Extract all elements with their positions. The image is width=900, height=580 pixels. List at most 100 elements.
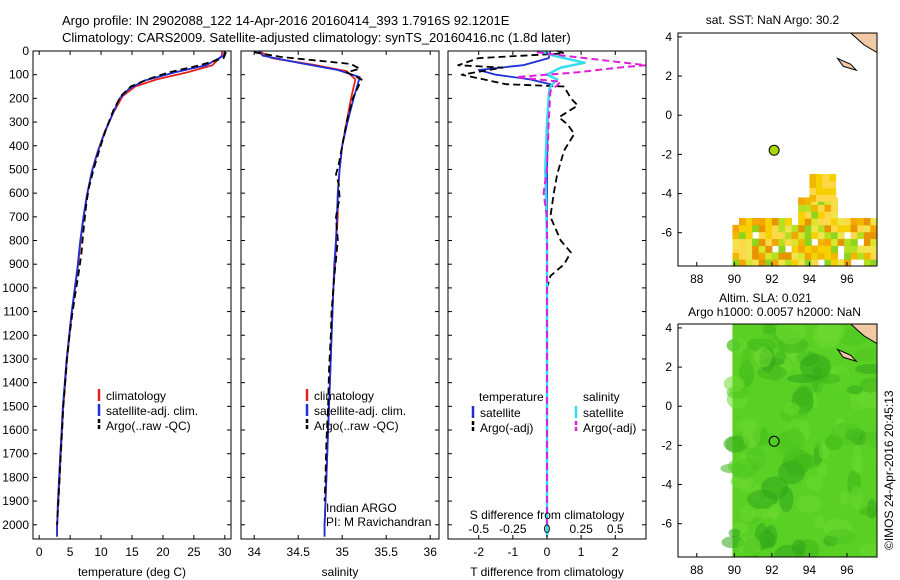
sst-cell — [815, 187, 824, 196]
sla-patch — [866, 461, 877, 478]
sst-cell — [739, 245, 747, 253]
sla-patch — [816, 461, 828, 479]
sst-cell — [811, 211, 819, 219]
sst-cell — [798, 211, 806, 219]
sst-cell — [811, 245, 819, 253]
sst-cell — [785, 252, 793, 260]
sst-cell — [745, 245, 753, 253]
sla-patch — [796, 495, 823, 514]
sst-cell — [739, 218, 747, 226]
sst_map-xtick-label: 90 — [728, 272, 742, 286]
sst-cell — [877, 232, 884, 239]
sst-cell — [745, 259, 753, 266]
sst-cell — [804, 252, 812, 260]
sst-cell — [837, 218, 845, 226]
sst-map-title: sat. SST: NaN Argo: 30.2 — [706, 13, 840, 27]
sst-cell — [870, 245, 877, 253]
sla-patch — [756, 533, 772, 543]
depth-tick-label: 400 — [9, 139, 29, 153]
sst_map-ytick-label: -4 — [661, 187, 672, 201]
sst-cell — [745, 231, 753, 240]
diff-legend-title-temperature: temperature — [479, 390, 544, 404]
sst-cell — [732, 252, 740, 260]
sst-cell — [732, 245, 740, 253]
sla-patch — [806, 475, 824, 492]
sst-cell — [785, 231, 793, 240]
sst-cell — [771, 259, 779, 266]
sst-cell — [791, 231, 799, 240]
sst-cell — [791, 252, 799, 260]
sst-cell — [804, 218, 812, 226]
sst-cell — [778, 218, 786, 226]
sst-cell — [822, 173, 830, 182]
sla-patch — [854, 348, 877, 362]
figure-title-line1: Argo profile: IN 2902088_122 14-Apr-2016… — [62, 13, 510, 28]
sst-cell — [785, 224, 793, 233]
sla_map-ytick-label: 2 — [665, 360, 672, 374]
sst-cell — [877, 259, 884, 266]
sla-patch — [852, 458, 863, 474]
sst-cell — [824, 211, 832, 219]
sst-cell — [863, 224, 871, 233]
depth-tick-label: 1500 — [2, 399, 29, 413]
sst-cell — [877, 218, 884, 225]
sst-cell — [870, 259, 877, 266]
depth-tick-label: 2000 — [2, 518, 29, 532]
sst-cell — [765, 252, 773, 260]
sst-cell — [837, 224, 845, 233]
sla-patch — [818, 443, 830, 459]
figure-title-line2: Climatology: CARS2009. Satellite-adjuste… — [62, 30, 571, 45]
land-polygon — [849, 33, 877, 54]
sst-cell — [798, 218, 806, 226]
diff-legend-title-salinity: salinity — [583, 390, 620, 404]
sla-patch — [849, 486, 863, 510]
depth-tick-label: 200 — [9, 91, 29, 105]
sst-cell — [837, 238, 845, 246]
sst-cell — [877, 239, 884, 246]
sst-cell — [829, 187, 837, 196]
sst-cell — [732, 259, 740, 266]
difference-xlabel: T difference from climatology — [470, 565, 624, 579]
salinity-axes-frame — [240, 50, 440, 540]
salinity-series-argo — [254, 51, 363, 502]
sst-cell — [804, 204, 812, 212]
sla-patch — [859, 377, 877, 393]
sst-cell — [809, 187, 817, 196]
sla-patch — [758, 432, 778, 447]
sst-cell — [844, 259, 852, 266]
sst-cell — [798, 204, 806, 212]
sla_map-ytick-label: 4 — [665, 321, 672, 335]
sst-cell — [817, 218, 825, 226]
sst-cell — [824, 204, 832, 212]
sst-cell — [798, 245, 806, 253]
sst-cell — [811, 259, 819, 266]
sst_map-ytick-label: 2 — [665, 69, 672, 83]
sla_map-xtick-label: 94 — [803, 563, 817, 577]
sst-cell — [745, 238, 753, 246]
sst-cell — [771, 252, 779, 260]
sst-cell — [857, 218, 865, 226]
diff-legend-label: satellite — [480, 406, 521, 420]
sst_map-field — [732, 33, 884, 266]
sst-cell — [758, 252, 766, 260]
sst-cell — [824, 218, 832, 226]
depth-tick-label: 1700 — [2, 447, 29, 461]
sla-patch — [815, 382, 830, 410]
sst-cell — [824, 238, 832, 246]
sst-cell — [831, 204, 839, 212]
sst-cell — [811, 204, 819, 212]
sst-cell — [732, 231, 740, 240]
sla-patch — [792, 453, 818, 470]
sst-cell — [804, 259, 812, 266]
sst-cell — [758, 231, 766, 240]
sst-cell — [844, 245, 852, 253]
difference-series-t-satellite — [477, 51, 552, 537]
sla_map-xtick-label: 88 — [690, 563, 704, 577]
sst-cell — [785, 218, 793, 226]
sst-cell — [739, 252, 747, 260]
temperature-xtick-label: 15 — [125, 545, 139, 559]
sla_map-ytick-label: -2 — [661, 438, 672, 452]
sst-cell — [771, 238, 779, 246]
depth-tick-label: 800 — [9, 234, 29, 248]
difference-top-tick-label: 0.5 — [607, 522, 624, 536]
